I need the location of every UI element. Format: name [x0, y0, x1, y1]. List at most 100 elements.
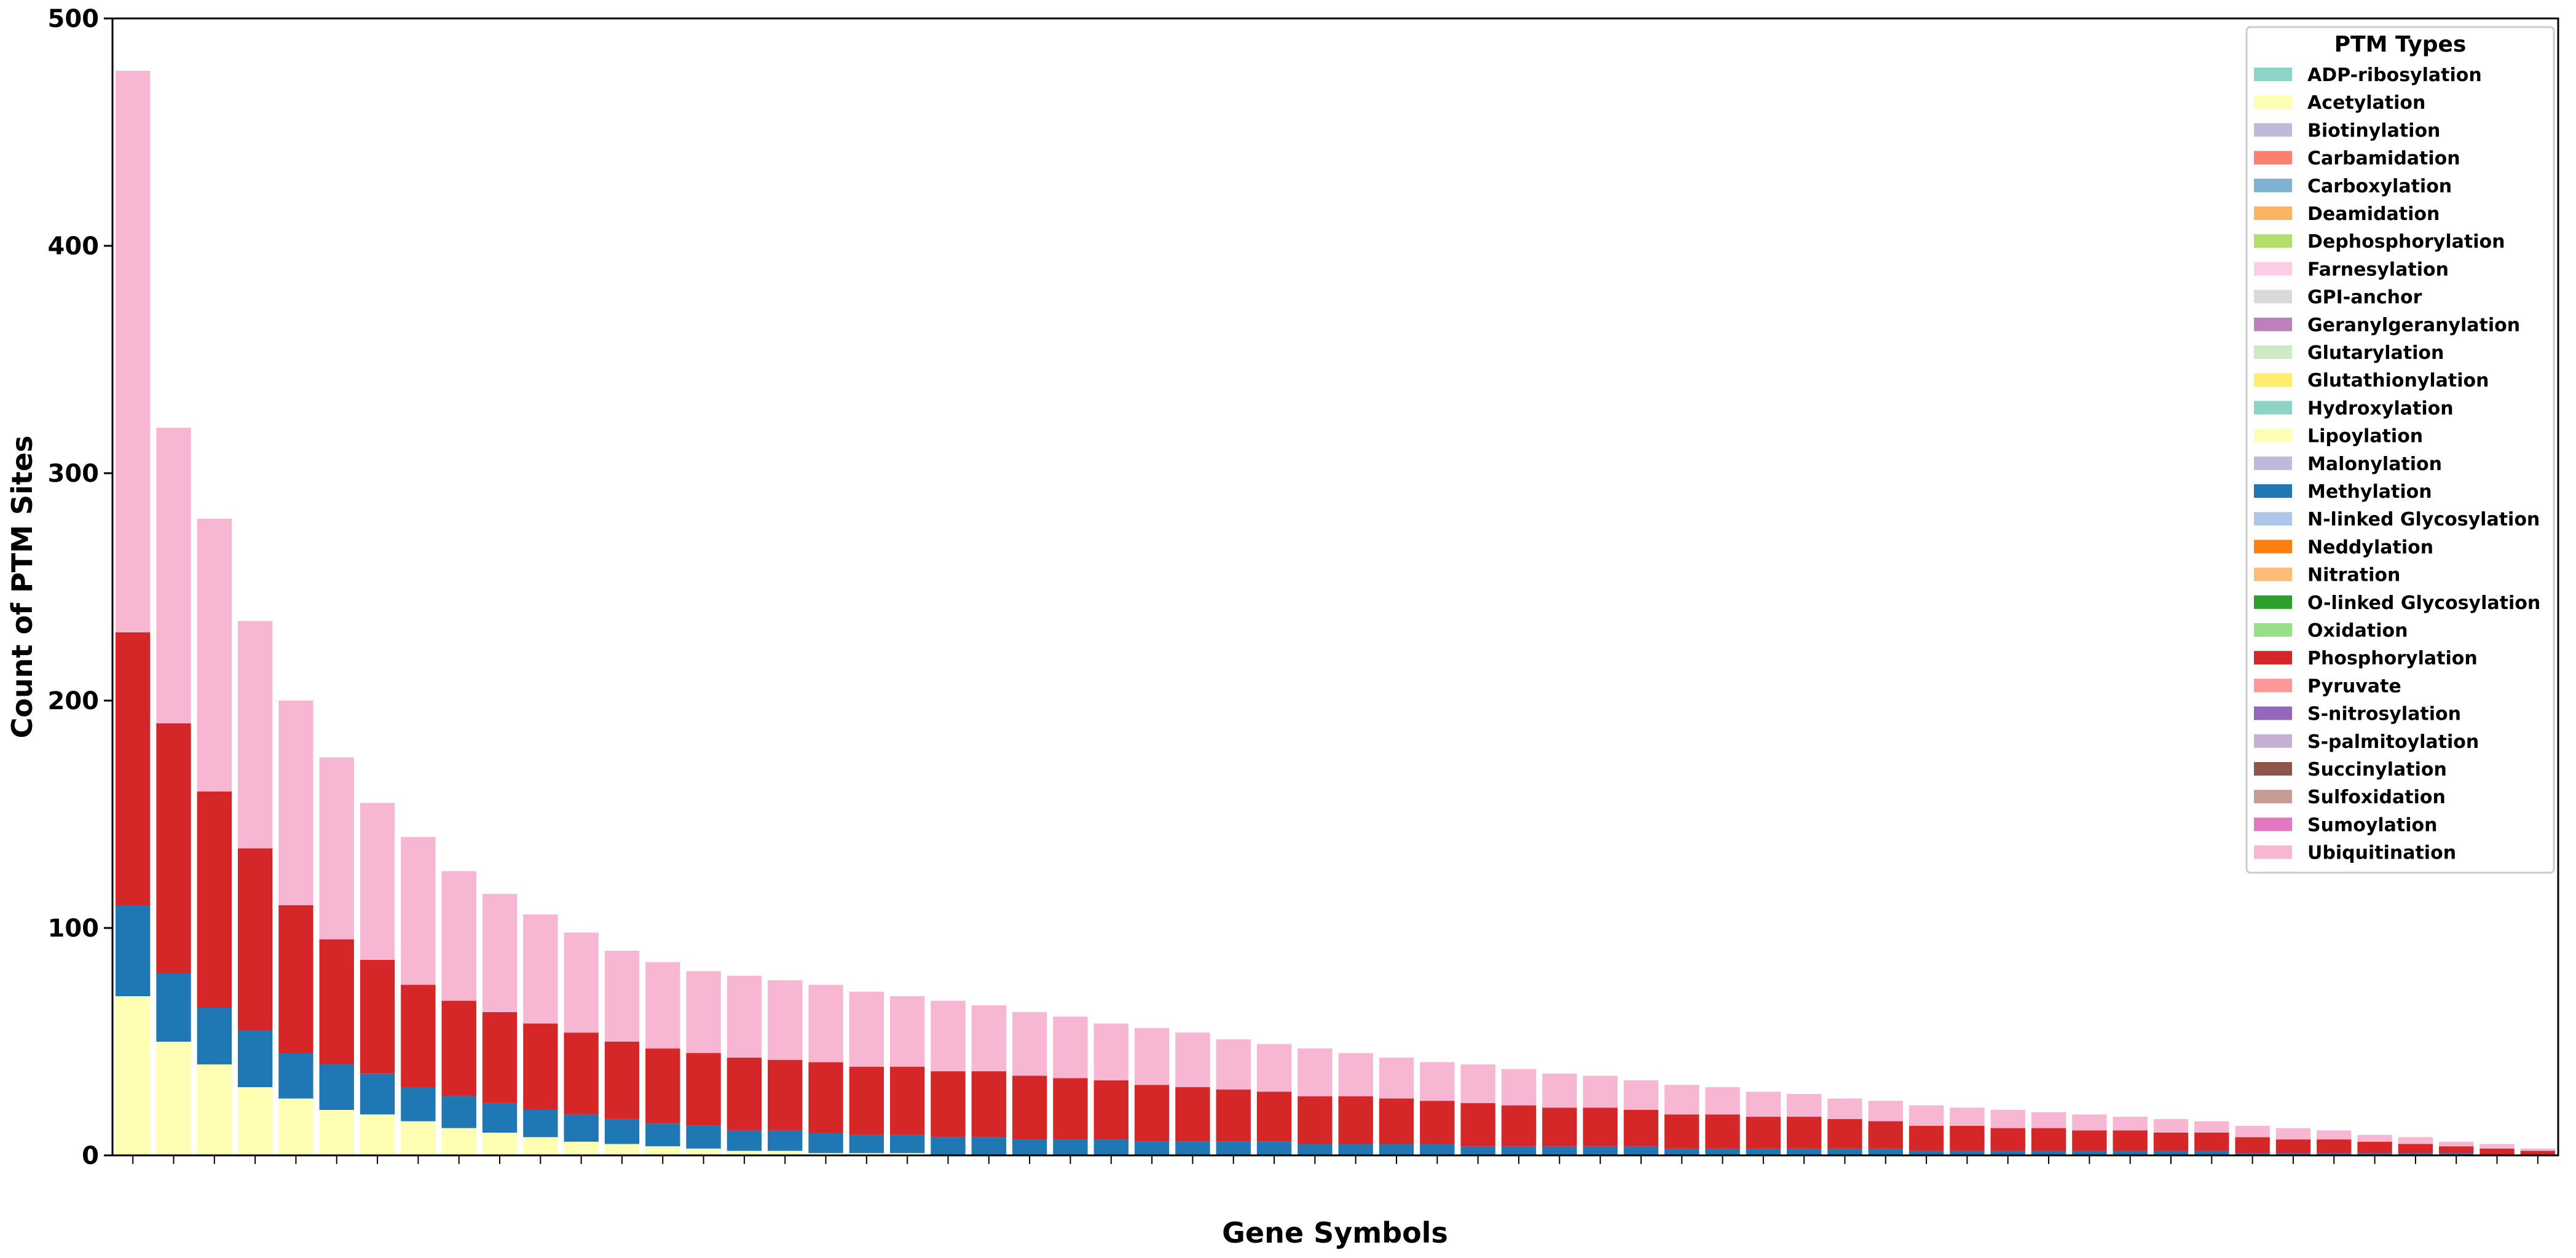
y-tick-label: 0	[82, 1142, 99, 1170]
legend-swatch	[2254, 512, 2292, 526]
legend-swatch	[2254, 595, 2292, 609]
bar-segment-acetylation	[808, 1153, 843, 1155]
bar-segment-ubiquitination	[1868, 1101, 1903, 1122]
bar-segment-acetylation	[319, 1110, 354, 1155]
legend-swatch	[2254, 623, 2292, 637]
bar-segment-phosphorylation	[156, 723, 191, 973]
bar-segment-methylation	[2194, 1150, 2229, 1155]
legend-label: Ubiquitination	[2307, 843, 2456, 864]
bar-segment-methylation	[564, 1114, 599, 1142]
legend-item: Sulfoxidation	[2254, 787, 2446, 808]
bar-segment-phosphorylation	[2153, 1133, 2189, 1151]
bar-segment-ubiquitination	[1216, 1039, 1251, 1090]
legend-item: Farnesylation	[2254, 259, 2449, 280]
bar-segment-acetylation	[197, 1064, 232, 1155]
bar-segment-acetylation	[768, 1150, 803, 1155]
bar-segment-methylation	[2153, 1150, 2189, 1155]
bar-segment-ubiquitination	[931, 1001, 966, 1072]
bar-segment-methylation	[2072, 1150, 2107, 1155]
bar-segment-phosphorylation	[768, 1059, 803, 1131]
legend-label: Dephosphorylation	[2307, 231, 2505, 253]
bar-segment-methylation	[2113, 1150, 2148, 1155]
bar-segment-ubiquitination	[971, 1005, 1006, 1072]
legend-item: Malonylation	[2254, 454, 2442, 475]
bar-segment-phosphorylation	[686, 1053, 721, 1126]
legend-swatch	[2254, 123, 2292, 137]
legend-label: Deamidation	[2307, 203, 2440, 225]
bar-segment-ubiquitination	[1501, 1069, 1537, 1106]
bar-segment-methylation	[2235, 1153, 2270, 1155]
bar-segment-methylation	[1379, 1144, 1414, 1155]
bar-segment-acetylation	[604, 1144, 640, 1155]
bar-segment-ubiquitination	[1012, 1012, 1047, 1076]
bar-segment-phosphorylation	[1786, 1117, 1822, 1149]
bar-segment-ubiquitination	[1420, 1062, 1455, 1101]
bar-segment-acetylation	[645, 1146, 680, 1155]
y-tick-label: 300	[48, 460, 100, 488]
bar-segment-methylation	[2398, 1153, 2433, 1155]
bar-segment-methylation	[1420, 1144, 1455, 1155]
legend-item: GPI-anchor	[2254, 287, 2422, 309]
legend-label: O-linked Glycosylation	[2307, 592, 2540, 614]
legend-item: Glutathionylation	[2254, 370, 2489, 391]
legend-label: Carbamidation	[2307, 148, 2460, 170]
bar-segment-methylation	[1053, 1139, 1088, 1155]
bar-segment-methylation	[604, 1118, 640, 1144]
bar-segment-ubiquitination	[1786, 1094, 1822, 1117]
bar-segment-phosphorylation	[1012, 1075, 1047, 1140]
bar-segment-ubiquitination	[2031, 1112, 2066, 1128]
bar-segment-phosphorylation	[931, 1071, 966, 1138]
bar-segment-phosphorylation	[1216, 1089, 1251, 1142]
legend-label: Acetylation	[2307, 92, 2425, 114]
legend-title: PTM Types	[2334, 32, 2467, 57]
bar-segment-phosphorylation	[1256, 1091, 1292, 1142]
bar-segment-phosphorylation	[808, 1062, 843, 1133]
bar-segment-ubiquitination	[2275, 1128, 2311, 1140]
bar-segment-methylation	[1542, 1146, 1577, 1155]
bar-segment-phosphorylation	[1623, 1110, 1659, 1147]
bar-segment-methylation	[1298, 1144, 1333, 1155]
bar-segment-phosphorylation	[2520, 1150, 2556, 1155]
bar-segment-ubiquitination	[1746, 1091, 1781, 1117]
bar-segment-ubiquitination	[645, 962, 680, 1049]
bar-segment-phosphorylation	[604, 1042, 640, 1119]
bar-segment-ubiquitination	[319, 757, 354, 940]
y-tick-label: 400	[48, 232, 100, 261]
bar-segment-methylation	[401, 1087, 436, 1122]
bar-segment-methylation	[1786, 1148, 1822, 1155]
legend-swatch	[2254, 345, 2292, 359]
legend-swatch	[2254, 401, 2292, 415]
bar-segment-methylation	[156, 973, 191, 1042]
bar-segment-methylation	[2317, 1153, 2352, 1155]
bar-segment-ubiquitination	[727, 975, 762, 1058]
legend-swatch	[2254, 734, 2292, 748]
bar-segment-acetylation	[686, 1148, 721, 1155]
legend-item: Pyruvate	[2254, 675, 2401, 697]
bar-segment-ubiquitination	[1379, 1057, 1414, 1099]
bar-segment-methylation	[1705, 1148, 1740, 1155]
bar-segment-methylation	[278, 1053, 313, 1099]
bar-segment-ubiquitination	[1990, 1110, 2025, 1128]
bar-segment-methylation	[2357, 1153, 2392, 1155]
bar-segment-ubiquitination	[237, 621, 273, 849]
bar-segment-phosphorylation	[2031, 1128, 2066, 1151]
bar-segment-ubiquitination	[360, 803, 395, 960]
legend-swatch	[2254, 95, 2292, 109]
bar-segment-ubiquitination	[1950, 1107, 1985, 1126]
bar-segment-phosphorylation	[2439, 1146, 2474, 1154]
legend-label: Glutarylation	[2307, 342, 2444, 364]
legend-swatch	[2254, 289, 2292, 304]
legend-swatch	[2254, 817, 2292, 831]
legend-label: Methylation	[2307, 481, 2432, 503]
bar-segment-acetylation	[727, 1150, 762, 1155]
bar-segment-ubiquitination	[1298, 1048, 1333, 1096]
bar-segment-phosphorylation	[237, 848, 273, 1031]
bar-segment-ubiquitination	[2439, 1141, 2474, 1147]
bar-segment-acetylation	[237, 1087, 273, 1155]
bar-segment-phosphorylation	[197, 792, 232, 1008]
bar-segment-ubiquitination	[197, 519, 232, 792]
bar-segment-methylation	[2275, 1153, 2311, 1155]
bar-segment-ubiquitination	[2317, 1130, 2352, 1140]
bar-segment-methylation	[1583, 1146, 1618, 1155]
bar-segment-phosphorylation	[1664, 1114, 1700, 1149]
